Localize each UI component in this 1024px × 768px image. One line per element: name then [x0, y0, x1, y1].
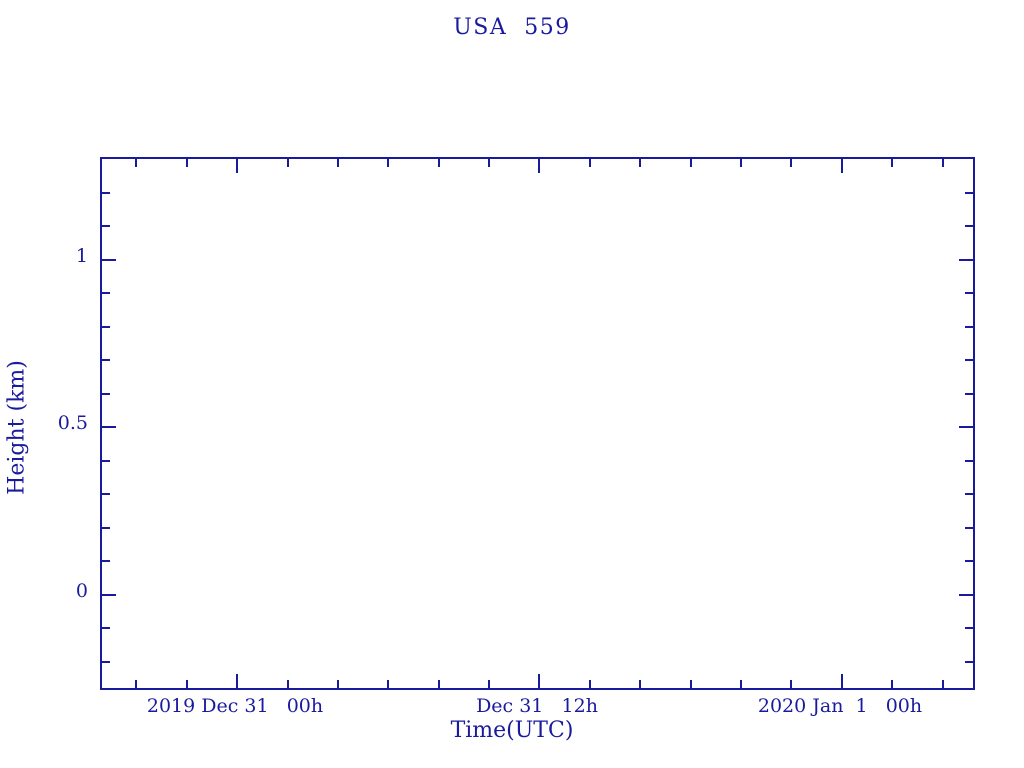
y-minor-tick [102, 460, 110, 462]
x-minor-tick [790, 680, 792, 688]
y-minor-tick [102, 359, 110, 361]
y-minor-tick-right [965, 326, 973, 328]
y-tick-label: 0 [75, 580, 88, 602]
x-minor-tick [488, 680, 490, 688]
x-minor-tick [438, 680, 440, 688]
y-axis-title: Height (km) [4, 360, 30, 495]
x-tick-label: Dec 31 12h [476, 695, 598, 717]
x-major-tick [538, 674, 540, 688]
x-minor-tick-top [438, 159, 440, 167]
y-tick-label: 1 [75, 245, 88, 267]
x-axis-title: Time(UTC) [450, 718, 574, 743]
y-major-tick [102, 426, 116, 428]
x-minor-tick-top [135, 159, 137, 167]
x-minor-tick [690, 680, 692, 688]
x-major-tick-top [841, 159, 843, 173]
x-major-tick-top [236, 159, 238, 173]
x-minor-tick-top [790, 159, 792, 167]
x-minor-tick [740, 680, 742, 688]
x-minor-tick [589, 680, 591, 688]
plot-area [102, 159, 973, 688]
x-minor-tick-top [740, 159, 742, 167]
x-minor-tick [639, 680, 641, 688]
y-minor-tick [102, 326, 110, 328]
y-minor-tick [102, 661, 110, 663]
y-minor-tick [102, 627, 110, 629]
x-major-tick-top [538, 159, 540, 173]
y-minor-tick [102, 527, 110, 529]
y-minor-tick-right [965, 661, 973, 663]
x-minor-tick-top [488, 159, 490, 167]
y-minor-tick-right [965, 225, 973, 227]
x-minor-tick [135, 680, 137, 688]
x-minor-tick [942, 680, 944, 688]
y-minor-tick [102, 393, 110, 395]
plot-frame [100, 157, 975, 690]
x-minor-tick-top [387, 159, 389, 167]
x-tick-label: 2019 Dec 31 00h [146, 695, 324, 717]
y-minor-tick [102, 292, 110, 294]
x-major-tick [841, 674, 843, 688]
y-major-tick-right [959, 259, 973, 261]
y-minor-tick-right [965, 460, 973, 462]
y-minor-tick-right [965, 493, 973, 495]
y-tick-label: 0.5 [57, 412, 88, 434]
y-minor-tick-right [965, 292, 973, 294]
x-tick-label: 2020 Jan 1 00h [757, 695, 923, 717]
x-minor-tick-top [186, 159, 188, 167]
y-major-tick-right [959, 594, 973, 596]
y-minor-tick-right [965, 192, 973, 194]
x-minor-tick-top [589, 159, 591, 167]
x-minor-tick [387, 680, 389, 688]
y-major-tick [102, 259, 116, 261]
chart-title: USA 559 [453, 15, 571, 40]
x-minor-tick [287, 680, 289, 688]
y-minor-tick [102, 560, 110, 562]
y-minor-tick-right [965, 627, 973, 629]
y-minor-tick-right [965, 393, 973, 395]
x-minor-tick-top [287, 159, 289, 167]
x-minor-tick [186, 680, 188, 688]
y-minor-tick [102, 493, 110, 495]
y-major-tick-right [959, 426, 973, 428]
x-major-tick [236, 674, 238, 688]
y-minor-tick-right [965, 359, 973, 361]
x-minor-tick-top [639, 159, 641, 167]
y-major-tick [102, 594, 116, 596]
x-minor-tick-top [942, 159, 944, 167]
x-minor-tick [337, 680, 339, 688]
y-minor-tick-right [965, 560, 973, 562]
x-minor-tick-top [337, 159, 339, 167]
y-minor-tick-right [965, 527, 973, 529]
x-minor-tick-top [891, 159, 893, 167]
y-minor-tick [102, 225, 110, 227]
x-minor-tick [891, 680, 893, 688]
x-minor-tick-top [690, 159, 692, 167]
y-minor-tick [102, 192, 110, 194]
